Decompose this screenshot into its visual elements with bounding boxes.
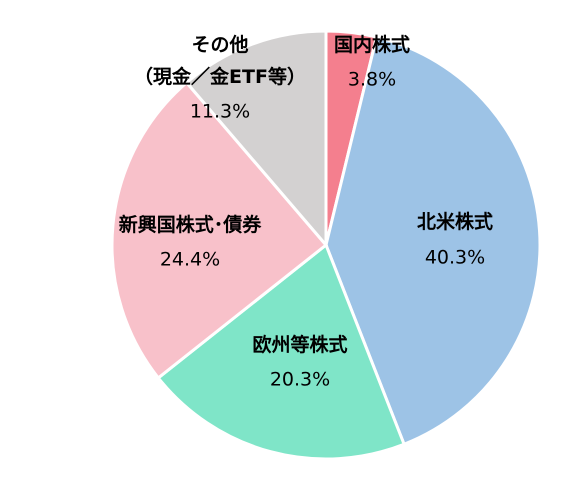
slice-label: その他（現金／金ETF等） (134, 33, 306, 88)
pie-slice (324, 35, 542, 447)
value-label: 24.4% (160, 249, 220, 271)
value-label: 11.3% (190, 101, 250, 123)
pie-slice (184, 29, 328, 250)
slice-label: 欧州等株式 (252, 333, 347, 356)
value-label: 40.3% (425, 247, 485, 269)
value-label: 20.3% (270, 369, 330, 391)
slice-label: 国内株式 (334, 33, 410, 56)
value-label: 3.8% (348, 69, 396, 91)
slice-label: 新興国株式･債券 (119, 213, 263, 236)
pie-slice (110, 80, 329, 381)
pie-slice (156, 242, 407, 461)
slice-label: 北米株式 (417, 210, 493, 233)
